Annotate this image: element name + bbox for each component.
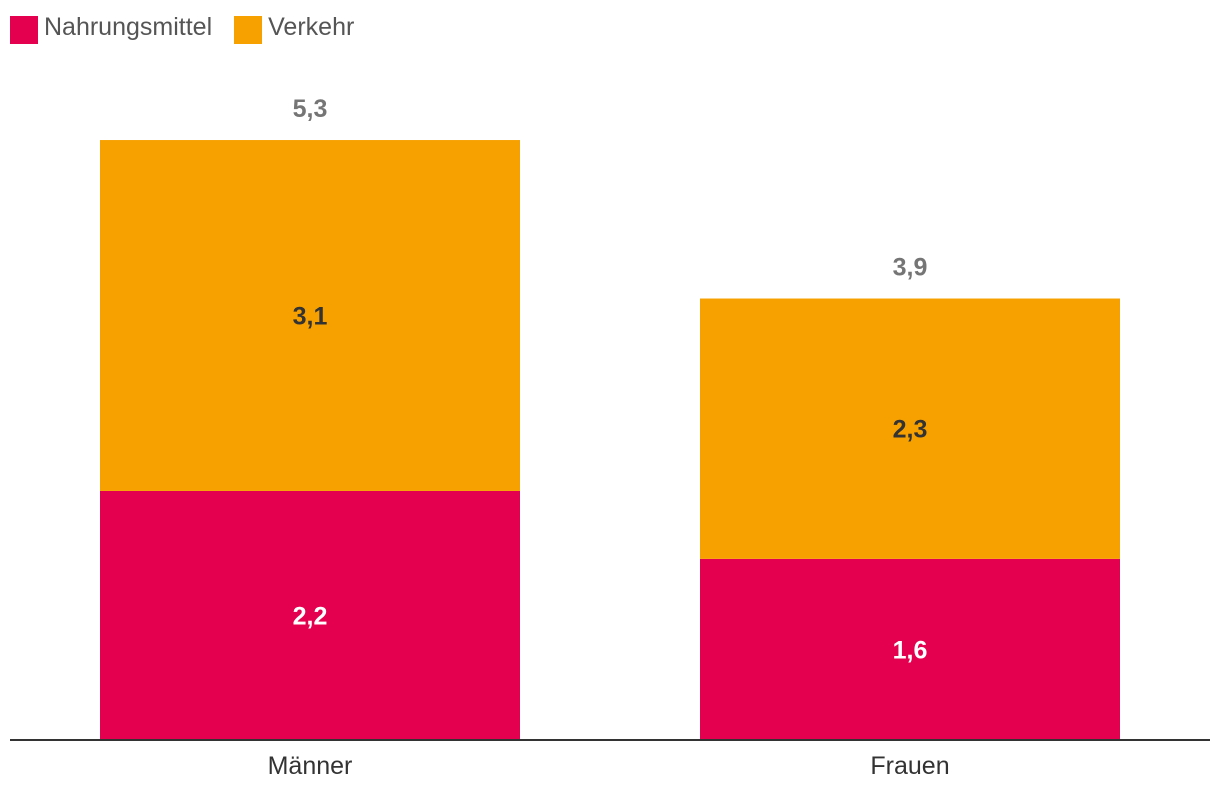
bar-verkehr-0 [100,140,520,491]
bar-nahrungsmittel-0 [100,490,520,740]
legend-swatch-verkehr [234,16,263,44]
legend: Nahrungsmittel Verkehr [10,10,354,44]
total-label-1: 3,9 [893,254,928,282]
bar-verkehr-1 [700,298,1120,559]
legend-item-nahrungsmittel: Nahrungsmittel [10,10,212,44]
legend-label-verkehr: Verkehr [268,12,355,41]
data-label-verkehr-0: 3,1 [293,303,328,331]
legend-label-nahrungsmittel: Nahrungsmittel [44,12,213,41]
bar-nahrungsmittel-1 [700,558,1120,740]
legend-item-verkehr: Verkehr [234,10,354,44]
total-label-0: 5,3 [293,95,328,123]
data-label-nahrungsmittel-0: 2,2 [293,602,328,630]
category-label-0: Männer [268,752,353,780]
data-label-verkehr-1: 2,3 [893,416,928,444]
legend-swatch-nahrungsmittel [10,16,38,44]
category-label-1: Frauen [870,752,949,780]
data-label-nahrungsmittel-1: 1,6 [893,636,928,664]
